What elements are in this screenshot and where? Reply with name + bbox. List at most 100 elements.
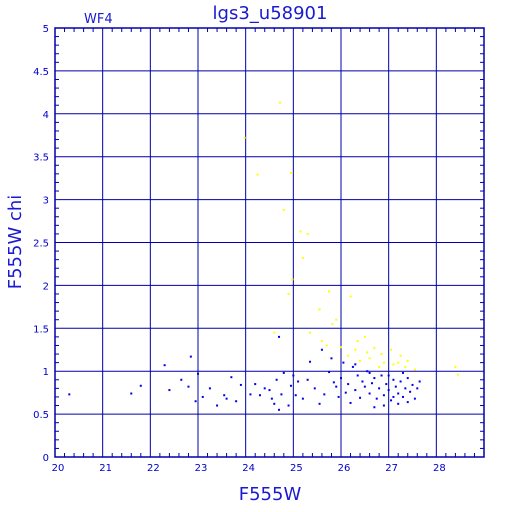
data-point <box>385 383 388 386</box>
x-tick-label: 22 <box>147 463 160 474</box>
plot-frame <box>54 27 485 458</box>
data-point <box>301 256 304 259</box>
data-point <box>328 290 331 293</box>
data-point <box>349 401 352 404</box>
data-point <box>189 355 192 358</box>
data-point <box>282 371 285 374</box>
data-point <box>373 377 376 380</box>
data-point <box>294 394 297 397</box>
data-point <box>320 348 323 351</box>
data-point <box>256 173 259 176</box>
data-point <box>356 340 359 343</box>
data-point <box>180 378 183 381</box>
data-point <box>299 230 302 233</box>
data-point <box>366 370 369 373</box>
y-axis-label: F555W chi <box>5 195 26 290</box>
data-point <box>390 348 393 351</box>
data-point <box>325 344 328 347</box>
data-point <box>378 387 381 390</box>
data-point <box>278 101 281 104</box>
data-point <box>340 377 342 380</box>
data-point <box>254 383 257 386</box>
data-point <box>406 359 409 362</box>
data-point <box>387 374 390 377</box>
data-point <box>392 378 395 381</box>
data-point <box>418 380 421 383</box>
data-point <box>230 376 233 379</box>
data-point <box>382 361 385 364</box>
data-point <box>401 371 404 374</box>
data-point <box>413 397 416 400</box>
x-tick-label: 20 <box>52 463 65 474</box>
x-tick-label: 25 <box>290 463 303 474</box>
data-point <box>368 392 371 395</box>
data-point <box>401 395 404 398</box>
data-point <box>270 397 273 400</box>
data-point <box>249 393 252 396</box>
data-point <box>380 374 383 377</box>
data-points <box>68 101 459 411</box>
data-point <box>335 385 338 388</box>
data-point <box>318 308 321 311</box>
y-tick-label: 3 <box>43 196 49 207</box>
data-point <box>328 371 331 374</box>
data-point <box>340 346 342 349</box>
y-tick-labels: 0 0.5 1 1.5 2 2.5 3 3.5 4 4.5 5 <box>33 24 49 464</box>
y-tick-label: 2.5 <box>33 239 49 250</box>
data-point <box>216 404 219 407</box>
data-point <box>411 383 414 386</box>
data-point <box>354 363 357 366</box>
data-point <box>416 387 419 390</box>
y-tick-label: 5 <box>43 24 49 35</box>
y-tick-label: 1.5 <box>33 324 49 335</box>
data-point <box>278 408 281 411</box>
data-point <box>332 381 335 384</box>
data-point <box>347 383 350 386</box>
x-tick-label: 23 <box>195 463 208 474</box>
data-point <box>373 347 376 350</box>
data-point <box>394 385 397 388</box>
x-tick-label: 21 <box>99 463 112 474</box>
data-point <box>263 387 266 390</box>
data-point <box>344 391 347 394</box>
data-point <box>139 384 142 387</box>
data-point <box>380 353 383 356</box>
data-point <box>359 396 362 399</box>
y-tick-label: 0 <box>43 453 49 464</box>
data-point <box>330 357 333 360</box>
data-point <box>201 395 204 398</box>
y-tick-label: 0.5 <box>33 410 49 421</box>
data-point <box>292 374 295 377</box>
data-point <box>331 323 334 326</box>
data-point <box>397 361 400 364</box>
data-point <box>282 208 285 211</box>
data-point <box>356 374 359 377</box>
x-tick-label: 26 <box>338 463 351 474</box>
data-point <box>399 354 402 357</box>
data-point <box>313 387 316 390</box>
data-point <box>297 380 300 383</box>
data-point <box>363 385 366 388</box>
data-point <box>223 394 226 397</box>
data-point <box>349 295 352 298</box>
data-point <box>413 368 416 371</box>
data-point <box>309 331 312 334</box>
data-point <box>366 351 369 354</box>
data-point <box>289 384 292 387</box>
data-point <box>373 406 376 409</box>
y-tick-label: 1 <box>43 367 49 378</box>
data-point <box>368 371 371 374</box>
data-point <box>392 363 395 366</box>
grid <box>54 27 485 458</box>
data-point <box>289 172 292 175</box>
data-point <box>130 392 133 395</box>
data-point <box>361 380 364 383</box>
data-point <box>318 402 321 405</box>
x-tick-labels: 20 21 22 23 24 25 26 27 28 <box>52 463 446 474</box>
data-point <box>287 292 290 295</box>
data-point <box>68 393 71 396</box>
data-point <box>382 404 385 407</box>
data-point <box>239 383 242 386</box>
data-point <box>359 359 362 362</box>
data-point <box>392 395 395 398</box>
